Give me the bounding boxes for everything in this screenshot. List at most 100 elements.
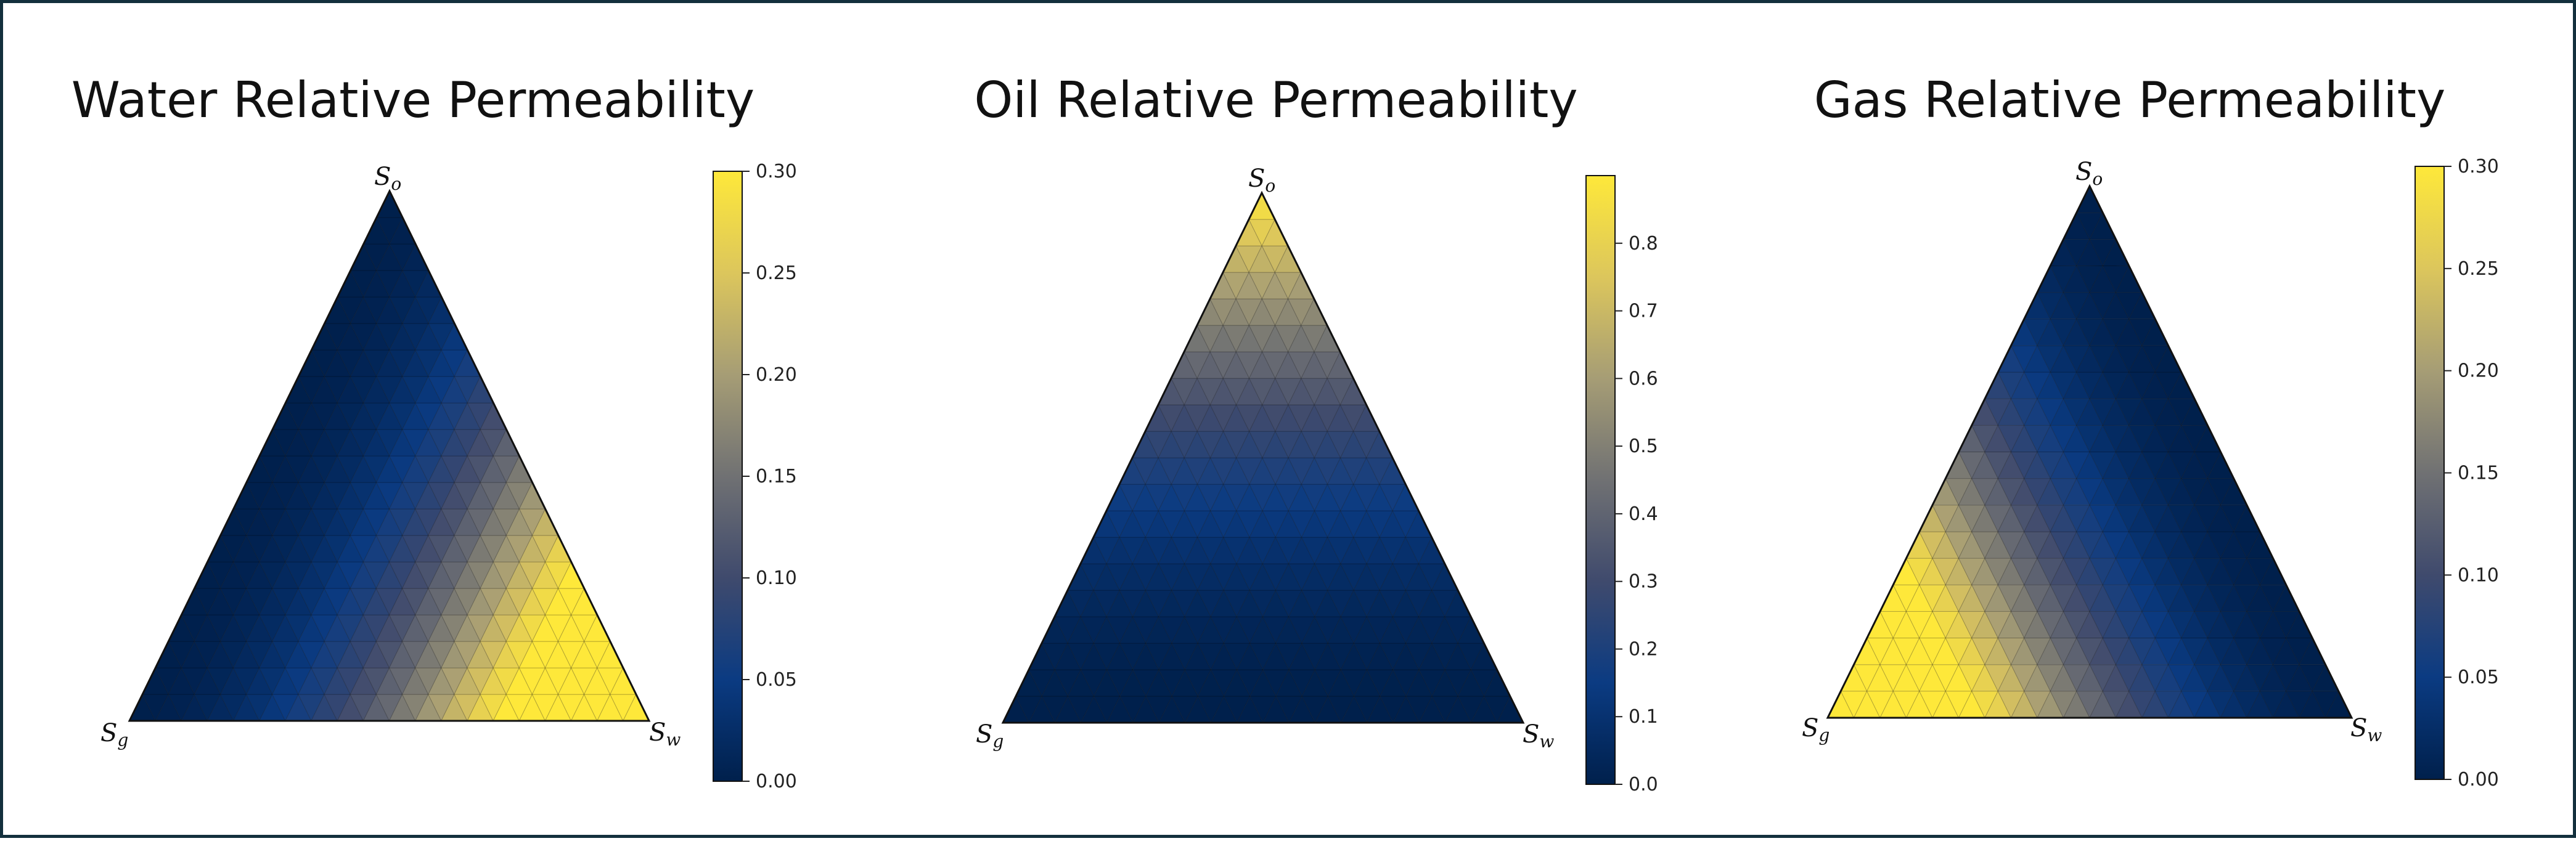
chart-title: Oil Relative Permeability bbox=[974, 71, 1577, 129]
ternary-cell bbox=[2010, 530, 2038, 559]
ternary-cell bbox=[2050, 291, 2077, 320]
ternary-cell bbox=[1997, 451, 2025, 479]
triangle-outline bbox=[1001, 190, 1525, 724]
ternary-cell bbox=[467, 428, 494, 457]
ternary-cell bbox=[2037, 637, 2064, 665]
ternary-cell bbox=[1314, 377, 1341, 405]
ternary-cell bbox=[1184, 483, 1211, 511]
ternary-cell bbox=[1106, 642, 1134, 670]
ternary-cell bbox=[2246, 637, 2274, 665]
ternary-cell bbox=[2010, 584, 2038, 612]
vertex-label: Sg bbox=[1802, 714, 1830, 746]
ternary-cell bbox=[2115, 637, 2143, 665]
ternary-cell bbox=[2154, 504, 2182, 532]
chart-title: Gas Relative Permeability bbox=[1814, 71, 2446, 129]
ternary-cell bbox=[1932, 637, 1960, 665]
ternary-cell bbox=[2154, 664, 2182, 692]
ternary-cell bbox=[2089, 477, 2117, 506]
vertex-label: Sw bbox=[649, 718, 681, 750]
ternary-cell bbox=[1892, 664, 1920, 692]
ternary-panel-2: Oil Relative Permeability 0.0 0.1 0.2 0.3 0.4… bbox=[974, 71, 1658, 795]
ternary-cell bbox=[1971, 504, 1999, 532]
colorbar-tick-label: 0.30 bbox=[2458, 156, 2499, 177]
ternary-cell bbox=[1366, 536, 1394, 564]
colorbar-tick-label: 0.05 bbox=[756, 669, 797, 691]
ternary-cell bbox=[2037, 371, 2064, 399]
ternary-cell bbox=[2167, 425, 2195, 452]
ternary-cell bbox=[2102, 291, 2130, 320]
ternary-cell bbox=[2063, 425, 2090, 452]
ternary-cell bbox=[2063, 265, 2090, 293]
ternary-cell bbox=[1339, 483, 1367, 511]
ternary-cell bbox=[2154, 611, 2182, 638]
ternary-cell bbox=[2180, 664, 2209, 692]
ternary-cell bbox=[2167, 530, 2195, 559]
ternary-cell bbox=[2063, 637, 2090, 665]
ternary-cell bbox=[2141, 584, 2169, 612]
ternary-cell bbox=[1932, 584, 1960, 612]
ternary-cell bbox=[1405, 616, 1433, 644]
ternary-cell bbox=[1249, 668, 1277, 697]
ternary-cell bbox=[1248, 404, 1276, 432]
ternary-cell bbox=[194, 667, 221, 695]
colorbar-tick-label: 0.1 bbox=[1629, 706, 1658, 728]
ternary-cell bbox=[2063, 477, 2090, 506]
ternary-cell bbox=[272, 614, 299, 642]
ternary-cell bbox=[2285, 664, 2313, 692]
ternary-cell bbox=[2194, 477, 2222, 506]
ternary-cell bbox=[1945, 557, 1973, 585]
ternary-cell bbox=[2207, 504, 2235, 532]
ternary-cell bbox=[2063, 318, 2090, 346]
ternary-cell bbox=[2141, 477, 2169, 506]
vertex-label: So bbox=[2075, 158, 2103, 189]
ternary-cell bbox=[1261, 377, 1289, 405]
ternary-cell bbox=[1093, 668, 1121, 697]
ternary-cell bbox=[1918, 611, 1947, 638]
ternary-cell bbox=[1235, 377, 1263, 405]
ternary-cell bbox=[2233, 557, 2261, 585]
ternary-cell bbox=[2089, 530, 2117, 559]
ternary-cell bbox=[2037, 584, 2064, 612]
ternary-cell bbox=[1418, 589, 1445, 617]
ternary-cell bbox=[2102, 344, 2130, 373]
ternary-cell bbox=[1984, 477, 2012, 506]
ternary-cell bbox=[2272, 637, 2300, 665]
ternary-cell bbox=[401, 508, 429, 536]
ternary-cell bbox=[1248, 351, 1276, 379]
ternary-cell bbox=[376, 190, 403, 218]
ternary-cell bbox=[2075, 398, 2104, 426]
ternary-cell bbox=[1145, 563, 1172, 591]
ternary-cell bbox=[1327, 616, 1355, 644]
ternary-cells bbox=[1827, 185, 2352, 719]
ternary-cell bbox=[2089, 318, 2117, 346]
colorbar bbox=[1585, 175, 1616, 785]
ternary-cell bbox=[2102, 504, 2130, 532]
colorbar-tick-label: 0.00 bbox=[2458, 769, 2499, 790]
ternary-cell bbox=[2023, 344, 2051, 373]
ternary-cell bbox=[2194, 530, 2222, 559]
ternary-cell bbox=[1444, 642, 1472, 670]
ternary-cell bbox=[1958, 477, 1985, 506]
ternary-cell bbox=[2141, 530, 2169, 559]
ternary-cell bbox=[1248, 245, 1276, 273]
ternary-cell bbox=[2023, 504, 2051, 532]
ternary-cell bbox=[375, 402, 403, 430]
ternary-figure: Water Relative Permeability 0.00 0.05 0.10 0… bbox=[72, 71, 2499, 795]
ternary-cell bbox=[1327, 510, 1354, 538]
ternary-cells bbox=[1002, 192, 1524, 724]
ternary-cell bbox=[2023, 398, 2051, 426]
ternary-panel-1: Water Relative Permeability 0.00 0.05 0.10 0… bbox=[72, 71, 797, 792]
ternary-cell bbox=[2128, 451, 2156, 479]
ternary-cell bbox=[2180, 504, 2209, 532]
ternary-cell bbox=[1196, 457, 1224, 485]
ternary-cell bbox=[2115, 425, 2143, 452]
ternary-cell bbox=[1262, 483, 1290, 511]
ternary-cell bbox=[2050, 265, 2077, 293]
ternary-cell bbox=[1997, 398, 2025, 426]
ternary-cell bbox=[1301, 563, 1328, 591]
ternary-cell bbox=[2115, 318, 2143, 346]
ternary-cell bbox=[1997, 504, 2025, 532]
ternary-cell bbox=[2075, 185, 2104, 213]
ternary-cell bbox=[1249, 563, 1277, 591]
ternary-cell bbox=[337, 640, 364, 668]
